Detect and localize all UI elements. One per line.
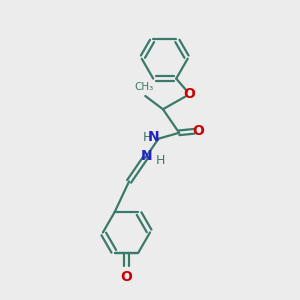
Text: N: N: [147, 130, 159, 144]
Text: H: H: [155, 154, 165, 167]
Text: O: O: [121, 270, 132, 284]
Text: O: O: [184, 87, 195, 101]
Text: N: N: [141, 149, 153, 163]
Text: H: H: [143, 131, 152, 144]
Text: CH₃: CH₃: [134, 82, 153, 92]
Text: O: O: [192, 124, 204, 138]
